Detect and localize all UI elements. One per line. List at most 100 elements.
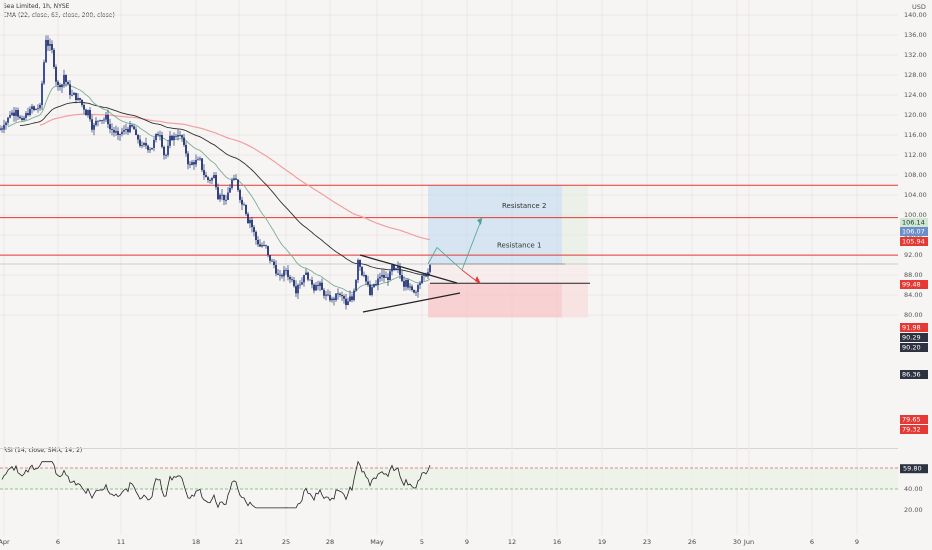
x-tick-label: May xyxy=(370,538,384,546)
candle-body xyxy=(89,110,91,120)
candle-body xyxy=(391,264,393,272)
candle-body xyxy=(383,275,385,278)
candle-body xyxy=(5,122,7,125)
candle-body xyxy=(193,162,195,165)
candle-body xyxy=(87,110,89,116)
candle-body xyxy=(415,291,417,293)
rsi-legend: RSI (14, close, SMA, 14, 2) xyxy=(3,447,83,454)
candle-body xyxy=(393,264,395,270)
candle-body xyxy=(403,281,405,287)
x-tick-label: 28 xyxy=(326,538,334,546)
candle-body xyxy=(229,187,231,193)
candle-body xyxy=(253,227,255,232)
candle-body xyxy=(73,92,75,95)
candle-body xyxy=(227,192,229,200)
candle-body xyxy=(303,275,305,283)
candle-body xyxy=(313,284,315,291)
y-tick-label: 112.00 xyxy=(904,151,927,159)
triangle-upper-line xyxy=(359,254,458,284)
candle-body xyxy=(129,125,131,133)
candle-body xyxy=(353,290,355,300)
candle-body xyxy=(297,285,299,294)
x-tick-label: 6 xyxy=(56,538,60,546)
candle-body xyxy=(409,286,411,288)
price-tag-text: 105.94 xyxy=(902,238,925,246)
candle-body xyxy=(17,110,19,117)
price-tag xyxy=(900,370,928,379)
candle-body xyxy=(329,295,331,301)
candle-body xyxy=(117,131,119,135)
candle-body xyxy=(137,135,139,140)
candle-body xyxy=(323,290,325,296)
price-tag-text: 99.48 xyxy=(902,281,921,289)
symbol-title: Sea Limited, 1h, NYSE xyxy=(3,3,70,10)
candle-body xyxy=(377,278,379,285)
candle-body xyxy=(49,44,51,46)
y-tick-label: 80.00 xyxy=(904,311,923,319)
candle-body xyxy=(279,274,281,276)
candle-body xyxy=(341,295,343,297)
candle-body xyxy=(57,81,59,85)
candle-body xyxy=(307,272,309,280)
candle-body xyxy=(217,187,219,200)
candle-body xyxy=(373,284,375,288)
candle-body xyxy=(339,293,341,295)
x-tick-label: Jun xyxy=(743,538,754,546)
candle-body xyxy=(277,273,279,275)
rsi-band xyxy=(0,468,898,489)
candle-body xyxy=(133,126,135,130)
y-tick-label: 88.00 xyxy=(904,271,923,279)
ema-200-line xyxy=(39,113,431,241)
price-tag-text: 91.98 xyxy=(902,324,921,332)
candle-body xyxy=(265,245,267,247)
triangle-lower-line xyxy=(362,292,461,313)
y-tick-label: 84.00 xyxy=(904,291,923,299)
candle-body xyxy=(59,85,61,88)
candle-body xyxy=(287,270,289,277)
x-tick-label: 18 xyxy=(192,538,200,546)
ema-63-line xyxy=(19,101,431,275)
price-tag xyxy=(900,237,928,246)
rsi-line xyxy=(1,460,431,509)
candle-body xyxy=(275,265,277,274)
rsi-tick-label: 20.00 xyxy=(904,506,923,514)
resistance-annotation: Resistance 1 xyxy=(497,242,541,250)
x-tick-label: 19 xyxy=(598,538,606,546)
candle-body xyxy=(405,280,407,287)
candle-body xyxy=(309,279,311,281)
candle-body xyxy=(327,294,329,296)
y-tick-label: 136.00 xyxy=(904,31,927,39)
candle-body xyxy=(109,124,111,130)
candle-body xyxy=(91,119,93,130)
candle-body xyxy=(349,296,351,302)
candle-body xyxy=(61,84,63,88)
candle-body xyxy=(241,199,243,205)
x-tick-label: 16 xyxy=(553,538,561,546)
candle-body xyxy=(47,40,49,46)
candle-body xyxy=(179,135,181,136)
candle-body xyxy=(7,117,9,123)
ema-22-line xyxy=(7,84,431,294)
candle-body xyxy=(37,108,39,109)
candle-body xyxy=(191,162,193,165)
candle-body xyxy=(113,130,115,133)
candle-body xyxy=(315,285,317,291)
candle-body xyxy=(381,275,383,277)
candle-body xyxy=(375,284,377,285)
candle-body xyxy=(131,125,133,127)
candle-body xyxy=(177,135,179,137)
price-tag-text: 106.07 xyxy=(902,228,925,236)
price-tag xyxy=(900,415,928,424)
candle-body xyxy=(141,145,143,146)
price-tag-text: 86.36 xyxy=(902,371,921,379)
candle-body xyxy=(413,290,415,293)
y-tick-label: 100.00 xyxy=(904,211,927,219)
candle-body xyxy=(85,109,87,116)
candle-body xyxy=(103,119,105,121)
y-tick-label: 124.00 xyxy=(904,91,927,99)
candle-body xyxy=(283,270,285,277)
candle-body xyxy=(209,180,211,181)
candle-body xyxy=(195,160,197,165)
candle-body xyxy=(289,276,291,280)
